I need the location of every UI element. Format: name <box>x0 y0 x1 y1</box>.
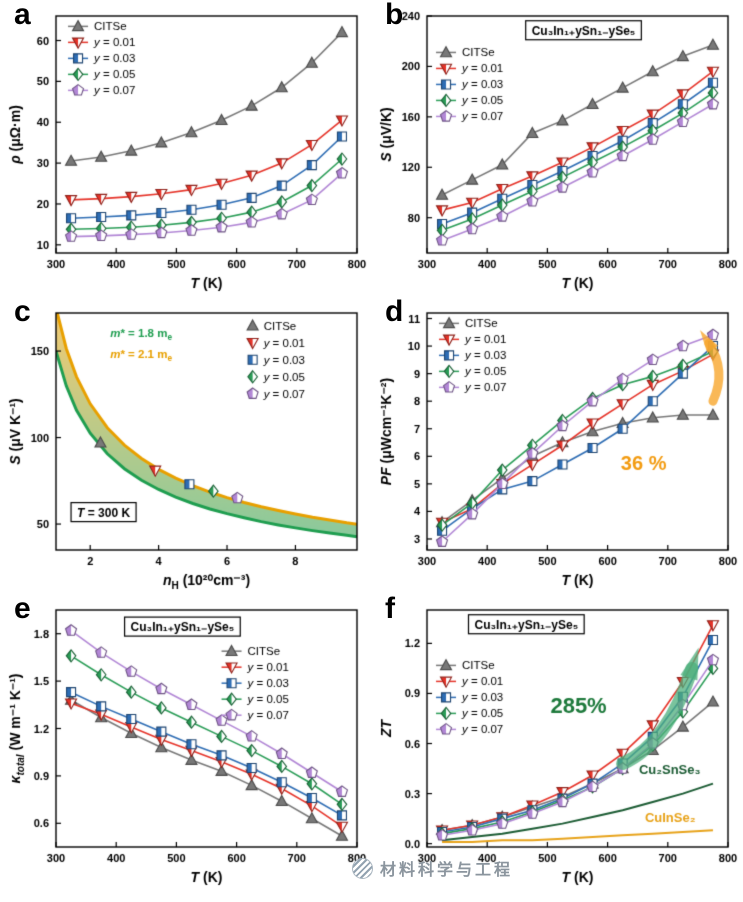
panel-d-letter: d <box>385 295 404 328</box>
panel-f-letter: f <box>385 592 395 625</box>
panel-f-chart <box>371 594 742 891</box>
panel-a: a <box>0 0 371 297</box>
panel-c-chart <box>0 297 371 594</box>
panel-d-chart <box>371 297 742 594</box>
watermark-text: 材料科学与工程 <box>380 862 514 879</box>
panel-a-letter: a <box>14 0 31 31</box>
panel-e: e <box>0 594 371 891</box>
watermark-logo-icon <box>352 857 373 879</box>
panel-b-chart <box>371 0 742 297</box>
panel-e-letter: e <box>14 592 31 625</box>
panel-c-letter: c <box>14 295 31 328</box>
panel-d: d <box>371 297 743 594</box>
panel-c: c <box>0 297 371 594</box>
panel-e-chart <box>0 594 371 891</box>
watermark: 材料科学与工程 <box>352 856 513 880</box>
panel-a-chart <box>0 0 371 297</box>
panel-f: f <box>371 594 743 891</box>
panel-b-letter: b <box>385 0 404 31</box>
panel-b: b <box>371 0 743 297</box>
